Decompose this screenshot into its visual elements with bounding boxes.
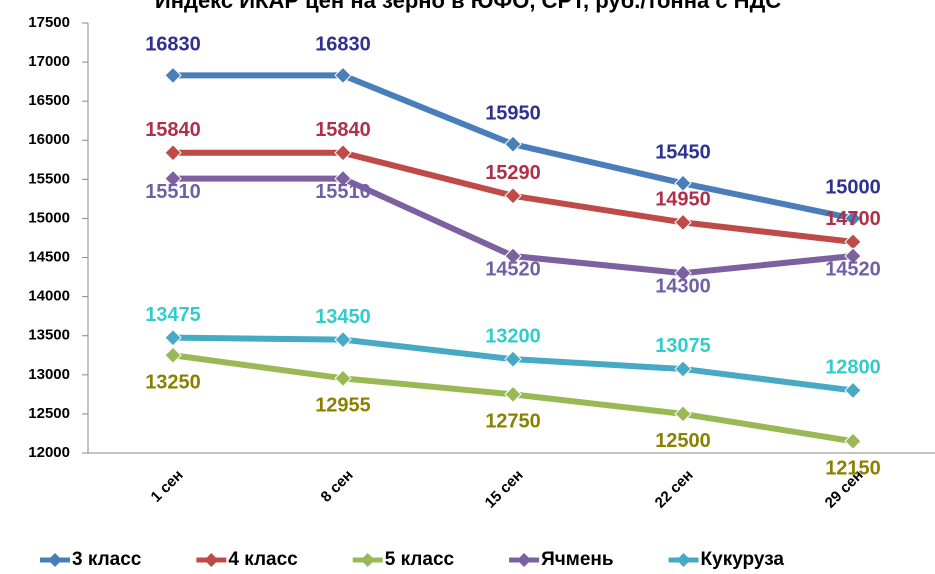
marker <box>674 264 692 282</box>
marker <box>164 66 182 85</box>
marker <box>334 144 352 162</box>
y-tick-label: 12500 <box>28 405 70 422</box>
marker <box>334 66 352 85</box>
y-tick-label: 13500 <box>28 327 70 344</box>
y-tick-label: 14500 <box>28 249 70 266</box>
legend-label: 3 класс <box>72 549 142 570</box>
legend-marker <box>360 553 375 567</box>
marker <box>334 330 352 349</box>
legend-label: Ячмень <box>541 549 613 570</box>
legend-marker <box>517 553 532 567</box>
value-label: 15950 <box>485 102 541 124</box>
value-label: 14520 <box>485 258 541 280</box>
marker <box>334 369 352 388</box>
y-tick-label: 12000 <box>28 444 70 461</box>
marker <box>674 405 692 423</box>
marker <box>844 381 862 400</box>
value-label: 16830 <box>315 34 371 56</box>
marker <box>504 135 522 153</box>
marker <box>674 174 692 192</box>
marker <box>164 346 182 364</box>
legend-marker <box>204 553 219 567</box>
value-label: 12750 <box>485 411 541 433</box>
value-label: 12500 <box>655 430 711 452</box>
y-tick-label: 14000 <box>28 288 70 305</box>
value-label: 15840 <box>315 119 371 141</box>
y-tick-label: 17000 <box>28 53 70 70</box>
y-tick-label: 16000 <box>28 131 70 148</box>
legend-label: 4 класс <box>228 549 298 570</box>
marker <box>504 350 522 368</box>
value-label: 14700 <box>825 208 881 230</box>
y-tick-label: 17500 <box>28 14 70 31</box>
y-tick-label: 15000 <box>28 209 70 226</box>
value-label: 15450 <box>655 142 711 164</box>
x-tick-label: 8 сен <box>318 467 357 506</box>
y-tick-label: 16500 <box>28 92 70 109</box>
value-label: 12800 <box>825 357 881 379</box>
marker <box>844 432 862 450</box>
value-label: 14520 <box>825 258 881 280</box>
y-tick-label: 15500 <box>28 170 70 187</box>
marker <box>674 213 692 232</box>
marker <box>674 360 692 378</box>
marker <box>334 169 352 188</box>
chart-title: Индекс ИКАР цен на зерно в ЮФО, СРТ, руб… <box>155 0 781 13</box>
value-label: 16830 <box>145 34 201 56</box>
marker <box>844 209 862 228</box>
value-label: 13250 <box>145 372 201 394</box>
value-label: 12150 <box>825 458 881 480</box>
marker <box>504 385 522 404</box>
value-label: 13450 <box>315 306 371 328</box>
value-label: 15840 <box>145 119 201 141</box>
marker <box>504 247 522 265</box>
value-label: 15510 <box>145 181 201 203</box>
marker <box>164 144 182 162</box>
value-label: 13475 <box>145 304 201 326</box>
legend-label: Кукуруза <box>701 549 785 570</box>
value-label: 13200 <box>485 325 541 347</box>
value-label: 13075 <box>655 335 711 357</box>
marker <box>164 169 182 188</box>
y-tick-label: 13000 <box>28 366 70 383</box>
value-label: 14950 <box>655 189 711 211</box>
value-label: 12955 <box>315 395 371 417</box>
legend-label: 5 класс <box>385 549 455 570</box>
marker <box>164 328 182 347</box>
marker <box>504 187 522 205</box>
x-tick-label: 22 сен <box>652 467 697 512</box>
marker <box>844 247 862 265</box>
x-tick-label: 15 сен <box>482 467 527 512</box>
value-label: 15290 <box>485 162 541 184</box>
legend-marker <box>676 553 691 567</box>
legend-marker <box>48 553 62 567</box>
value-label: 15510 <box>315 181 371 203</box>
value-label: 14300 <box>655 275 711 297</box>
value-label: 15000 <box>825 177 881 199</box>
x-tick-label: 1 сен <box>148 467 187 506</box>
